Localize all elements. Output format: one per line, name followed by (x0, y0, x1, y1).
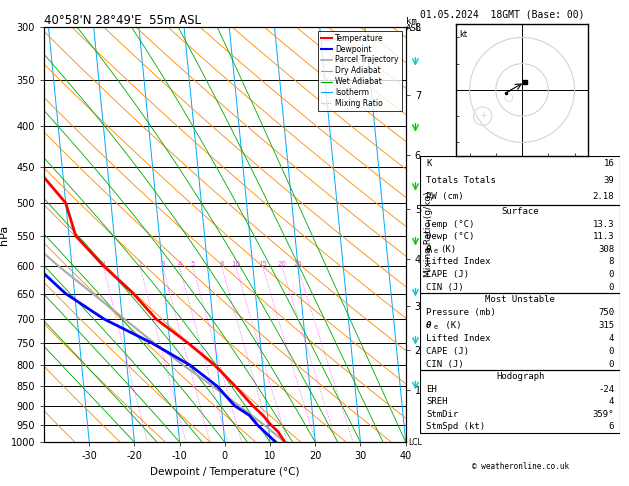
Text: km: km (406, 17, 416, 26)
Text: Most Unstable: Most Unstable (485, 295, 555, 304)
Text: Pressure (mb): Pressure (mb) (426, 308, 496, 317)
Y-axis label: Mixing Ratio (g/kg): Mixing Ratio (g/kg) (424, 191, 433, 278)
Text: 3: 3 (160, 261, 165, 267)
Text: 20: 20 (277, 261, 286, 267)
Text: StmDir: StmDir (426, 410, 459, 419)
Text: 0: 0 (609, 283, 614, 292)
Text: 0: 0 (609, 270, 614, 279)
Text: K: K (426, 159, 431, 168)
Text: 39: 39 (603, 176, 614, 185)
Text: θ: θ (426, 321, 431, 330)
Text: 16: 16 (603, 159, 614, 168)
Text: 0: 0 (609, 347, 614, 356)
Text: 750: 750 (598, 308, 614, 317)
Text: 4: 4 (609, 334, 614, 343)
Text: (K): (K) (440, 321, 462, 330)
Text: ASL: ASL (406, 24, 422, 34)
Text: 2: 2 (138, 261, 142, 267)
Text: 4: 4 (177, 261, 182, 267)
Text: Temp (°C): Temp (°C) (426, 220, 474, 228)
Text: 15: 15 (258, 261, 267, 267)
Bar (420, 205, 620, 294)
Text: © weatheronline.co.uk: © weatheronline.co.uk (472, 463, 569, 471)
X-axis label: Dewpoint / Temperature (°C): Dewpoint / Temperature (°C) (150, 467, 299, 477)
Bar (420, 294, 620, 370)
Text: LCL: LCL (408, 438, 421, 447)
Text: Totals Totals: Totals Totals (426, 176, 496, 185)
Text: e: e (433, 248, 437, 254)
Text: 5: 5 (191, 261, 195, 267)
Bar (420, 156, 620, 205)
Text: CAPE (J): CAPE (J) (426, 270, 469, 279)
Text: Surface: Surface (501, 207, 539, 216)
Text: 4: 4 (609, 397, 614, 406)
Text: 25: 25 (293, 261, 302, 267)
Text: -24: -24 (598, 385, 614, 394)
Text: 1: 1 (101, 261, 106, 267)
Text: e: e (433, 324, 437, 330)
Text: 01.05.2024  18GMT (Base: 00): 01.05.2024 18GMT (Base: 00) (420, 10, 585, 20)
Text: (K): (K) (440, 245, 456, 254)
Text: 2.18: 2.18 (593, 192, 614, 202)
Text: EH: EH (426, 385, 437, 394)
Text: CAPE (J): CAPE (J) (426, 347, 469, 356)
Text: 6: 6 (609, 422, 614, 431)
Text: PW (cm): PW (cm) (426, 192, 464, 202)
Text: +: + (479, 111, 487, 121)
Y-axis label: hPa: hPa (0, 225, 9, 244)
Text: CIN (J): CIN (J) (426, 360, 464, 368)
Text: 11.3: 11.3 (593, 232, 614, 241)
Text: 315: 315 (598, 321, 614, 330)
Text: kt: kt (459, 30, 467, 38)
Text: θ: θ (426, 245, 431, 254)
Text: Dewp (°C): Dewp (°C) (426, 232, 474, 241)
Legend: Temperature, Dewpoint, Parcel Trajectory, Dry Adiabat, Wet Adiabat, Isotherm, Mi: Temperature, Dewpoint, Parcel Trajectory… (318, 31, 402, 111)
Text: SREH: SREH (426, 397, 448, 406)
Text: 13.3: 13.3 (593, 220, 614, 228)
Text: Lifted Index: Lifted Index (426, 334, 491, 343)
Text: 0: 0 (609, 360, 614, 368)
Text: 308: 308 (598, 245, 614, 254)
Text: 8: 8 (609, 258, 614, 266)
Text: 40°58'N 28°49'E  55m ASL: 40°58'N 28°49'E 55m ASL (44, 14, 201, 27)
Text: 359°: 359° (593, 410, 614, 419)
Text: StmSpd (kt): StmSpd (kt) (426, 422, 486, 431)
Text: 8: 8 (220, 261, 224, 267)
Text: Lifted Index: Lifted Index (426, 258, 491, 266)
Text: Hodograph: Hodograph (496, 372, 544, 381)
Text: 10: 10 (231, 261, 240, 267)
Bar (420, 370, 620, 433)
Text: CIN (J): CIN (J) (426, 283, 464, 292)
